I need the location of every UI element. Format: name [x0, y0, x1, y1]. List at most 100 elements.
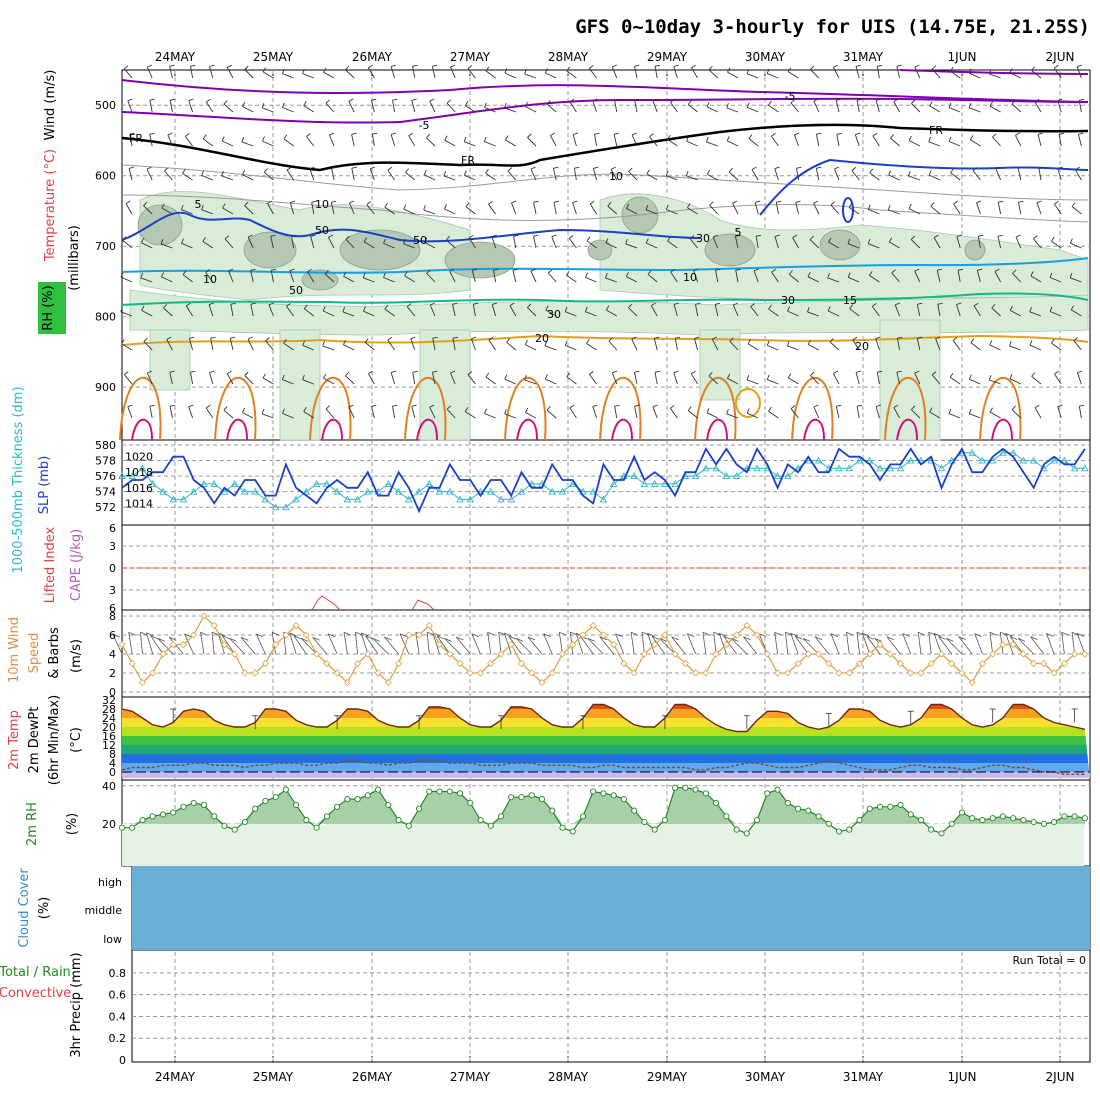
wind10-point	[487, 659, 495, 668]
wind-barb	[408, 135, 416, 147]
wind-barb	[507, 170, 517, 181]
wind10-point	[569, 640, 577, 649]
wind-barb	[322, 345, 335, 351]
bottom-date-label: 26MAY	[352, 1070, 393, 1084]
rh2m-point	[600, 790, 607, 797]
rh2m-point	[313, 824, 320, 831]
wind-barb	[893, 101, 900, 113]
thickness-point	[937, 464, 946, 472]
wind-barb-flag	[429, 404, 435, 408]
wind-barb-flag	[182, 270, 187, 275]
wind-barb-flag	[509, 302, 515, 306]
wind-barb	[367, 67, 375, 79]
wind-barb	[1030, 275, 1042, 283]
wind-barb-flag	[747, 339, 751, 344]
top-date-label: 26MAY	[352, 50, 393, 64]
wind-barb	[916, 304, 921, 317]
rh-tick-label: 40	[102, 780, 116, 793]
wind-barb-flag	[833, 64, 838, 68]
wind-barb-flag	[464, 407, 469, 412]
wind-barb-flag	[910, 235, 916, 240]
wind-barb	[261, 413, 274, 419]
wind-barb-flag	[935, 336, 941, 340]
isotherm-plus20	[121, 334, 1089, 346]
wind10-barb-flag	[830, 633, 839, 637]
isotherm-magenta-arch	[611, 418, 633, 441]
wind-barb	[403, 243, 415, 249]
wind-barb-flag	[432, 64, 438, 67]
wind-barb-flag	[890, 134, 895, 139]
wind-barb-flag	[140, 237, 145, 243]
wind-barb	[149, 134, 153, 147]
thickness-point	[773, 472, 782, 480]
wind-barb-flag	[488, 336, 494, 341]
rh2m-point	[764, 790, 771, 797]
isotherm-magenta-arch	[706, 418, 728, 441]
thickness-point	[784, 472, 792, 480]
wind-barb	[654, 372, 658, 385]
wind-barb	[834, 168, 840, 181]
wind-barb	[465, 206, 476, 215]
wind-barb	[384, 206, 395, 215]
top-date-label: 1JUN	[948, 50, 977, 64]
rh-below-20-cut	[122, 823, 1085, 834]
wind-barb-flag	[125, 200, 131, 204]
wind-barb-flag	[432, 336, 438, 339]
wind-barb-flag	[408, 132, 414, 137]
rh2m-point	[467, 799, 474, 807]
wind10-barb-flag	[312, 636, 320, 641]
wind-barb-flag	[544, 374, 548, 380]
wind-barb	[242, 174, 254, 181]
wind10-barb	[150, 635, 164, 655]
rh2m-point	[559, 824, 566, 831]
rh2m-point	[999, 813, 1006, 820]
wind10-barb	[1061, 632, 1065, 655]
rh2m-point	[180, 803, 187, 810]
wind10-point	[446, 650, 454, 658]
wind-barb-flag	[1029, 306, 1032, 312]
temp-tick-label: 20	[102, 721, 116, 734]
wind-barb	[565, 344, 577, 351]
wind-barb-flag	[654, 336, 660, 339]
thickness-point	[343, 495, 352, 503]
wind-barb-flag	[224, 235, 230, 240]
thickness-point	[415, 487, 423, 495]
wind-barb-flag	[368, 64, 373, 69]
wind10-barb	[946, 638, 963, 655]
wind10-point	[354, 659, 362, 668]
wind10-point	[538, 678, 546, 687]
wind10-barb-flag	[933, 632, 942, 637]
wind-barb	[166, 339, 173, 351]
wind10-barb-flag	[426, 631, 435, 636]
rh2m-point	[641, 818, 648, 826]
wind-barb	[569, 407, 577, 419]
wind10-point	[425, 621, 433, 630]
wind10-point	[251, 669, 259, 677]
wind-barb	[565, 311, 577, 317]
rh2m-point	[139, 817, 146, 824]
wind10-point	[722, 640, 730, 649]
wind-barb-flag	[634, 370, 640, 373]
thickness-line	[122, 452, 1085, 508]
rh2m-point	[774, 786, 781, 793]
wind-barb-flag	[149, 98, 155, 101]
wind10-barb-flag	[559, 631, 567, 636]
wind-barb-flag	[149, 404, 155, 407]
wind-barb-flag	[412, 64, 418, 67]
wind-barb-flag	[289, 268, 295, 272]
slp-tick-label: 1018	[125, 466, 153, 479]
rh2m-point	[754, 817, 761, 824]
wind-barb	[309, 168, 315, 181]
wind-barb	[952, 340, 961, 351]
wind-barb-flag	[970, 338, 975, 343]
wind-barb-flag	[774, 234, 780, 237]
wind-barb-flag	[667, 134, 671, 140]
wind-barb-flag	[524, 339, 528, 345]
thickness-point	[814, 456, 823, 464]
wind-barb	[185, 305, 193, 317]
wind-barb-flag	[384, 304, 389, 310]
wind10-point	[343, 678, 351, 687]
wind-barb	[201, 174, 213, 181]
wind-barb-flag	[267, 200, 273, 204]
wind-barb	[754, 202, 759, 215]
